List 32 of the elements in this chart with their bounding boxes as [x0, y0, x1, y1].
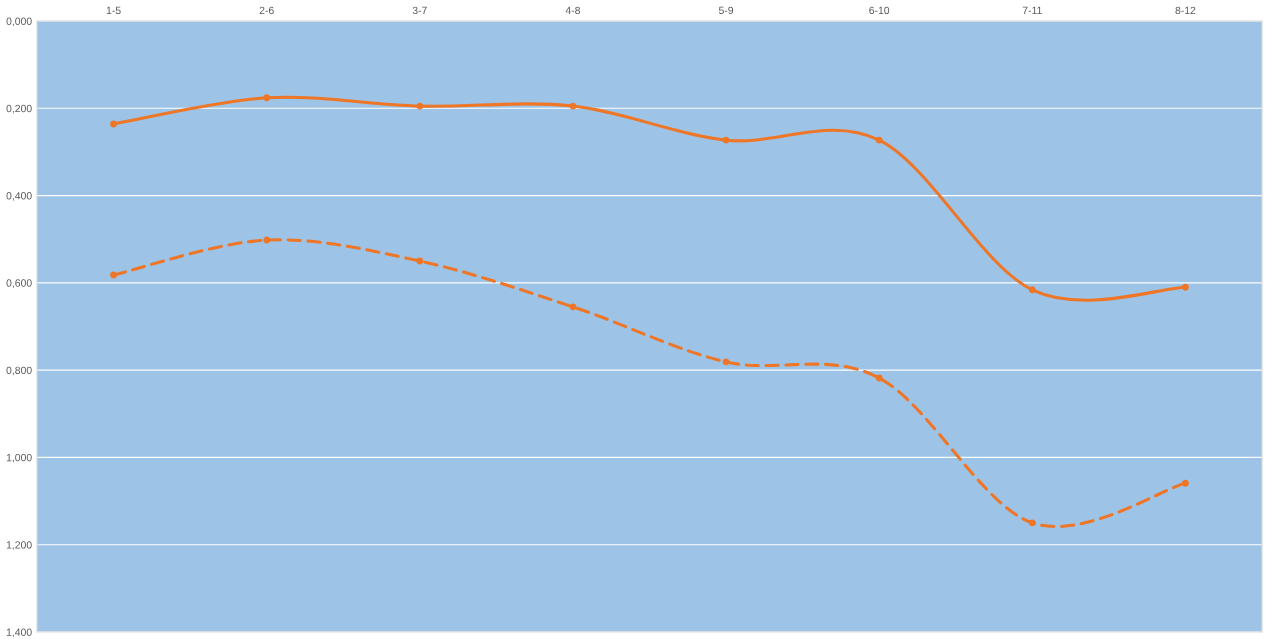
x-tick-label: 4-8 — [565, 6, 581, 15]
point — [722, 136, 730, 144]
point — [1028, 286, 1036, 294]
y-tick-label: 1,000 — [6, 453, 32, 463]
point — [416, 257, 424, 265]
point — [110, 271, 118, 279]
point — [263, 236, 271, 244]
point — [416, 102, 424, 110]
y-tick-label: 1,200 — [6, 541, 32, 550]
point — [1028, 519, 1036, 527]
point — [1181, 479, 1189, 487]
point — [263, 94, 271, 102]
point — [569, 303, 577, 311]
x-tick-label: 8-12 — [1175, 6, 1196, 15]
x-tick-label: 2-6 — [259, 6, 274, 15]
x-tick-label: 6-10 — [869, 6, 890, 15]
x-tick-label: 3-7 — [412, 6, 427, 15]
y-tick-label: 0,600 — [6, 279, 32, 288]
y-tick-label: 0,400 — [6, 192, 32, 201]
y-tick-label: 0,800 — [6, 366, 32, 376]
x-tick-label: 5-9 — [718, 6, 734, 15]
point — [875, 136, 883, 144]
y-tick-label: 1,400 — [6, 628, 32, 638]
y-tick-label: 0,000 — [6, 17, 32, 27]
point — [110, 120, 118, 128]
y-tick-label: 0,200 — [6, 104, 32, 114]
x-tick-label: 7-11 — [1022, 6, 1042, 14]
x-tick-label: 1-5 — [106, 6, 121, 15]
point — [569, 102, 577, 110]
point — [722, 358, 730, 366]
point — [1181, 283, 1189, 291]
point — [875, 374, 883, 382]
